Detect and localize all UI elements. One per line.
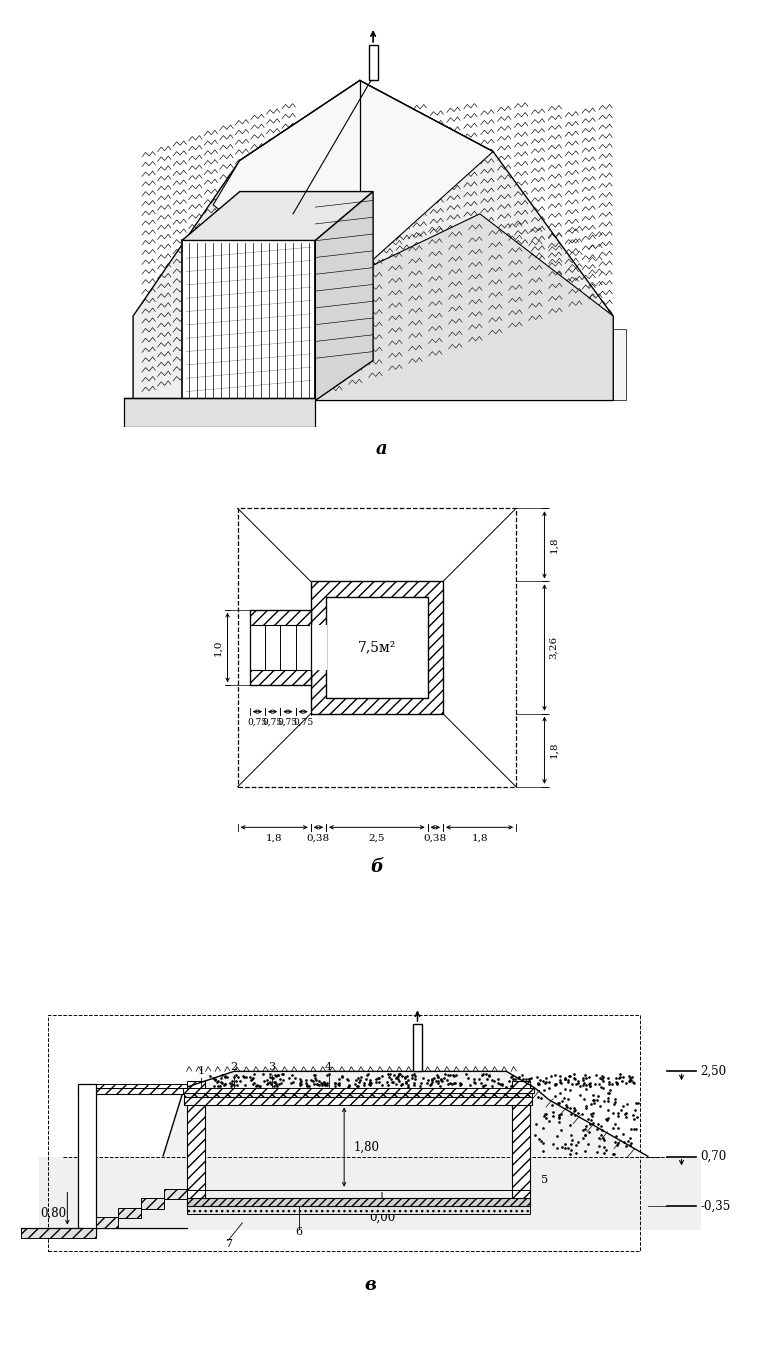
Bar [311,582,443,713]
Polygon shape [182,191,373,240]
Polygon shape [316,191,373,400]
Bar [250,670,311,685]
Text: -0,35: -0,35 [701,1200,730,1212]
Text: 0,75: 0,75 [263,717,283,727]
Text: 4: 4 [325,1062,332,1073]
Text: 1,8: 1,8 [266,834,283,842]
Text: 2,50: 2,50 [701,1064,727,1078]
Text: 0,75: 0,75 [293,717,313,727]
Text: 1,8: 1,8 [549,742,558,758]
Bar [21,1227,96,1238]
Bar [369,45,377,80]
Bar [250,610,311,625]
Text: 7: 7 [225,1239,231,1249]
Text: 0,75: 0,75 [278,717,298,727]
Polygon shape [138,330,626,400]
Bar [186,1197,530,1207]
Bar [310,625,327,670]
Bar [186,1081,205,1207]
Polygon shape [182,191,373,240]
Bar [39,1157,701,1230]
Polygon shape [163,1071,649,1157]
Text: 0,38: 0,38 [424,834,447,842]
Bar [184,1093,533,1097]
Bar [512,1081,530,1207]
Bar [163,1189,186,1199]
Polygon shape [182,240,316,400]
Text: 2,5: 2,5 [368,834,385,842]
Bar [186,1207,530,1214]
Bar [238,508,516,786]
Text: 0,80: 0,80 [40,1207,66,1220]
Bar [96,1218,118,1227]
Text: 0,00: 0,00 [369,1211,395,1224]
Text: 1,0: 1,0 [214,639,222,656]
Text: в: в [364,1276,376,1294]
Bar [141,1199,163,1208]
Bar [184,1097,533,1105]
Text: 0,70: 0,70 [701,1150,727,1163]
Bar [413,1024,422,1071]
Text: 5: 5 [541,1176,548,1185]
Polygon shape [213,80,493,285]
Text: 1,8: 1,8 [549,537,558,553]
Polygon shape [125,399,316,427]
Text: 6: 6 [296,1227,303,1237]
Text: 1: 1 [197,1066,204,1077]
Text: 3: 3 [268,1062,275,1073]
Bar [78,1085,186,1088]
Text: 1,8: 1,8 [471,834,487,842]
Text: 1,80: 1,80 [354,1140,380,1154]
Polygon shape [316,214,613,400]
Bar [183,1088,534,1093]
Text: а: а [376,441,388,458]
Bar [326,597,428,698]
Text: 3,26: 3,26 [549,636,558,659]
Polygon shape [133,80,613,400]
Bar [250,610,311,685]
Bar [78,1085,96,1237]
Text: 2: 2 [230,1062,238,1073]
Text: 0,38: 0,38 [307,834,330,842]
Text: б: б [371,858,384,876]
Bar [118,1208,141,1218]
Text: 7,5м²: 7,5м² [358,640,396,655]
Bar [48,1014,640,1252]
Bar [78,1088,189,1094]
Text: 0,75: 0,75 [248,717,267,727]
